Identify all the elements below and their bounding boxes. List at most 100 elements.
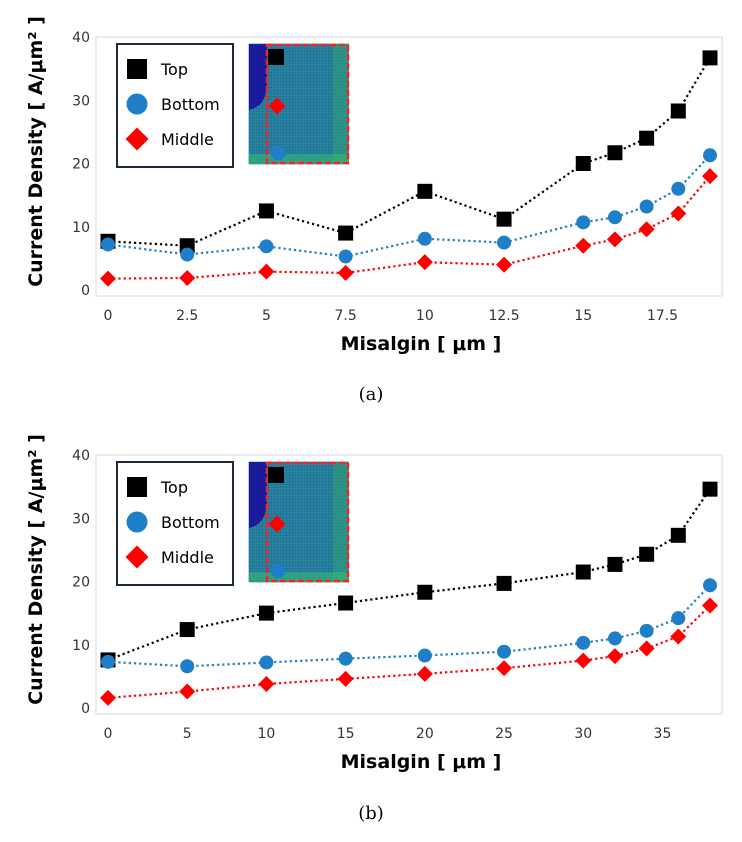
- legend-label-middle: Middle: [161, 130, 214, 149]
- series-line-middle: [107, 175, 711, 280]
- y-tick-label: 30: [72, 511, 90, 527]
- inset-marker-top: [268, 467, 284, 483]
- x-tick-label: 10: [416, 308, 434, 324]
- y-axis-title: Current Density [ A/μm² ]: [25, 16, 47, 287]
- y-tick-label: 20: [72, 157, 90, 173]
- data-point-top: [670, 103, 686, 119]
- plot-area: [95, 36, 723, 297]
- data-point-middle: [702, 597, 718, 614]
- x-tick-label: 20: [416, 726, 434, 742]
- data-point-top: [639, 130, 655, 146]
- data-point-middle: [416, 665, 433, 682]
- data-point-middle: [670, 205, 687, 222]
- data-point-bottom: [703, 578, 717, 593]
- inset-edge-right: [333, 462, 349, 582]
- data-point-top: [496, 211, 512, 227]
- data-point-bottom: [101, 654, 115, 669]
- legend-label-top: Top: [160, 478, 188, 497]
- x-tick-label: 0: [104, 726, 113, 742]
- data-point-middle: [575, 237, 592, 254]
- data-point-bottom: [180, 659, 195, 674]
- series-bottom: [101, 148, 717, 264]
- data-point-middle: [638, 221, 655, 238]
- x-tick-label: 35: [654, 726, 672, 742]
- data-point-bottom: [576, 635, 591, 650]
- data-point-bottom: [703, 148, 717, 163]
- inset-marker-top: [268, 49, 284, 65]
- series-middle: [100, 597, 718, 706]
- data-point-bottom: [259, 655, 274, 670]
- legend-marker-middle: [125, 127, 149, 151]
- inset-dark-region: [249, 462, 267, 528]
- data-point-middle: [337, 670, 354, 687]
- data-point-top: [702, 50, 718, 66]
- plot-area: [95, 454, 723, 715]
- inset-edge-bottom: [249, 154, 349, 164]
- x-tick-label: 15: [337, 726, 355, 742]
- inset-dark-region: [249, 44, 267, 110]
- y-tick-label: 0: [81, 283, 90, 299]
- data-point-middle: [179, 683, 196, 700]
- y-tick-label: 40: [72, 30, 90, 46]
- data-point-middle: [258, 675, 275, 692]
- data-point-bottom: [259, 239, 274, 254]
- legend-marker-bottom: [126, 511, 148, 533]
- x-tick-label: 12.5: [488, 308, 519, 324]
- data-point-middle: [100, 689, 116, 706]
- data-point-bottom: [417, 648, 432, 663]
- legend-marker-middle: [125, 545, 149, 569]
- data-point-top: [417, 183, 433, 199]
- legend-marker-top: [127, 477, 147, 497]
- series-middle: [100, 168, 718, 287]
- legend-label-middle: Middle: [161, 548, 214, 567]
- data-point-bottom: [497, 235, 512, 250]
- y-tick-label: 0: [81, 701, 90, 717]
- inset-dashed-box: [265, 461, 350, 583]
- inset-dashed-box: [265, 43, 350, 165]
- data-point-top: [258, 203, 274, 219]
- x-tick-label: 7.5: [334, 308, 356, 324]
- data-point-top: [258, 605, 274, 621]
- x-tick-label: 25: [495, 726, 513, 742]
- y-axis-title: Current Density [ A/μm² ]: [25, 434, 47, 705]
- inset-marker-middle: [268, 97, 286, 115]
- legend-label-bottom: Bottom: [161, 95, 220, 114]
- data-point-bottom: [639, 199, 654, 214]
- series-line-top: [107, 488, 711, 661]
- x-axis-title: Misalgin [ μm ]: [341, 751, 502, 773]
- data-point-bottom: [607, 631, 622, 646]
- data-point-top: [575, 564, 591, 580]
- inset-edge-right: [333, 44, 349, 164]
- data-point-middle: [606, 648, 623, 665]
- caption-a: (a): [358, 384, 384, 405]
- caption-b: (b): [358, 803, 384, 824]
- data-point-bottom: [671, 181, 686, 196]
- x-tick-label: 17.5: [647, 308, 678, 324]
- data-point-bottom: [639, 623, 654, 638]
- data-point-middle: [100, 270, 116, 287]
- data-point-top: [639, 546, 655, 562]
- data-point-bottom: [338, 651, 353, 666]
- inset-simulation-image: [248, 461, 350, 583]
- data-point-bottom: [497, 644, 512, 659]
- data-point-bottom: [101, 237, 115, 252]
- legend: Top Bottom Middle: [116, 461, 234, 586]
- data-point-middle: [575, 652, 592, 669]
- x-tick-label: 10: [258, 726, 276, 742]
- y-tick-label: 20: [72, 575, 90, 591]
- inset-edge-bottom: [249, 572, 349, 582]
- data-point-top: [338, 595, 354, 611]
- data-point-top: [496, 575, 512, 591]
- x-tick-label: 2.5: [176, 308, 198, 324]
- data-point-middle: [179, 269, 196, 286]
- data-point-bottom: [576, 215, 591, 230]
- data-point-top: [702, 481, 718, 497]
- data-point-middle: [496, 256, 513, 273]
- data-point-top: [338, 225, 354, 241]
- data-point-top: [607, 556, 623, 572]
- data-point-bottom: [417, 231, 432, 246]
- chart-a: 0 10 20 30 40 0 2.5 5 7.5 10 12.5 15 17.5 Misalgin [ …: [25, 16, 723, 355]
- x-tick-label: 5: [183, 726, 192, 742]
- data-point-bottom: [671, 611, 686, 626]
- x-tick-label: 0: [104, 308, 113, 324]
